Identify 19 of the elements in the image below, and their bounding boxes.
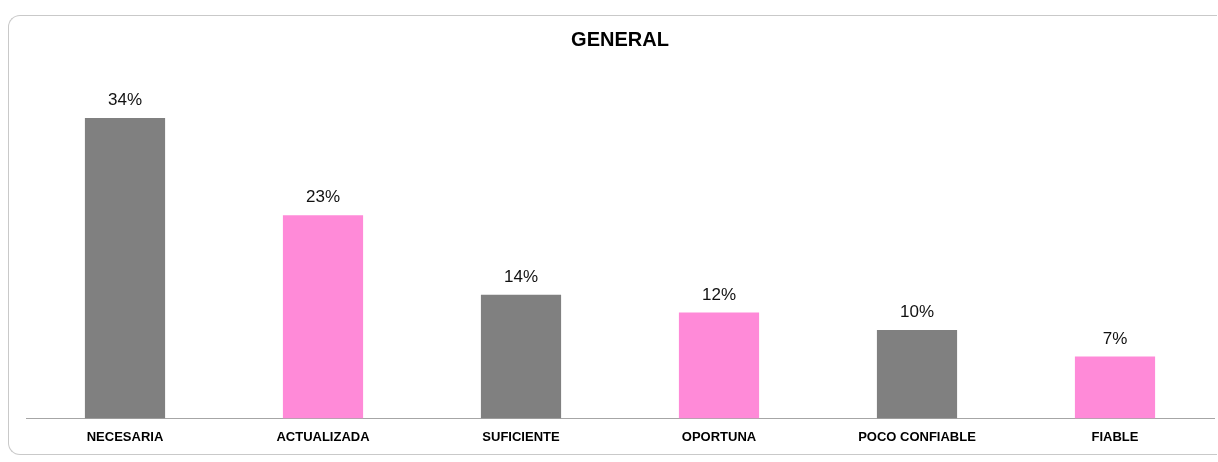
data-label: 10% [899,302,935,322]
bar [678,312,760,419]
data-label: 23% [305,187,341,207]
x-tick-label: FIABLE [1091,428,1139,444]
bar [282,215,364,419]
chart-title: GENERAL [571,27,669,50]
x-tick-label: NECESARIA [86,428,164,444]
x-tick-label: POCO CONFIABLE [858,428,977,444]
data-label: 34% [107,90,143,110]
bar [480,294,562,419]
x-tick-label: SUFICIENTE [482,428,560,444]
bar [1074,356,1156,419]
x-tick-label: OPORTUNA [681,428,757,444]
x-tick-label: ACTUALIZADA [276,428,371,444]
data-label: 12% [701,284,737,304]
data-label: 7% [1102,328,1128,348]
data-label: 14% [503,266,539,286]
bar [876,330,958,419]
bar [84,118,166,419]
